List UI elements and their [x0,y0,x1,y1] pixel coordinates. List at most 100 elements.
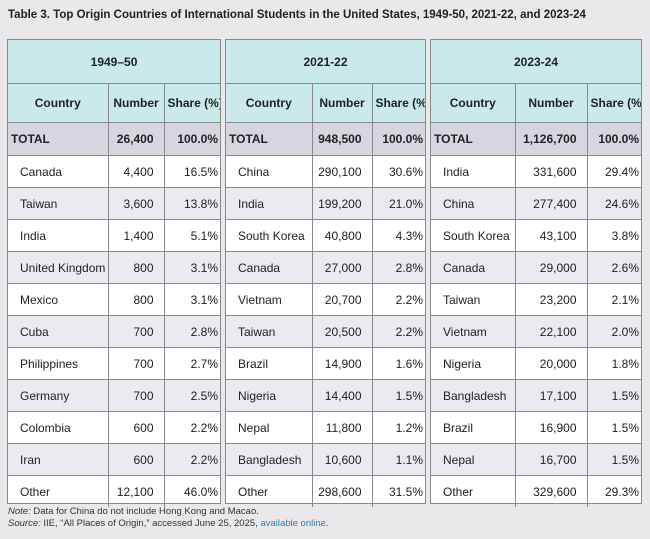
share-column-header: Share (%) [163,83,221,123]
total-number: 1,126,700 [514,122,587,156]
country-cell: Nepal [431,443,515,476]
table-row: Iran 600 2.2% [8,443,221,476]
country-cell: United Kingdom [8,251,108,284]
number-cell: 800 [107,283,164,316]
country-column-header: Country [8,83,108,123]
source-link[interactable]: available online [260,518,326,529]
table-row: South Korea 43,100 3.8% [431,219,642,252]
number-cell: 199,200 [311,187,372,220]
share-cell: 13.8% [163,187,221,220]
share-cell: 2.2% [371,283,426,316]
country-cell: Canada [8,155,108,188]
share-cell: 16.5% [163,155,221,188]
table-row: Canada 29,000 2.6% [431,251,642,284]
share-cell: 1.2% [371,411,426,444]
table-title: Table 3. Top Origin Countries of Interna… [8,9,586,21]
country-cell: China [226,155,312,188]
period-header: 2023-24 [431,40,642,84]
table-row: Vietnam 22,100 2.0% [431,315,642,348]
share-cell: 29.3% [586,475,642,507]
number-cell: 16,900 [514,411,587,444]
number-cell: 277,400 [514,187,587,220]
country-cell: Mexico [8,283,108,316]
table-row: Vietnam 20,700 2.2% [226,283,426,316]
table-row: Philippines 700 2.7% [8,347,221,380]
number-cell: 22,100 [514,315,587,348]
number-cell: 600 [107,443,164,476]
country-cell: Taiwan [226,315,312,348]
total-row: TOTAL 26,400 100.0% [8,122,221,156]
country-cell: Vietnam [431,315,515,348]
number-cell: 298,600 [311,475,372,507]
number-cell: 29,000 [514,251,587,284]
number-cell: 10,600 [311,443,372,476]
share-cell: 2.1% [586,283,642,316]
origin-table: 2023-24 Country Number Share (%) TOTAL 1,126,… [431,40,642,507]
table-row: Nepal 16,700 1.5% [431,443,642,476]
country-cell: Colombia [8,411,108,444]
country-cell: Taiwan [8,187,108,220]
share-column-header: Share (%) [371,83,426,123]
share-cell: 2.2% [163,411,221,444]
table-row: China 277,400 24.6% [431,187,642,220]
total-label: TOTAL [8,122,108,156]
share-cell: 2.7% [163,347,221,380]
table-row: Colombia 600 2.2% [8,411,221,444]
country-cell: Nepal [226,411,312,444]
country-cell: Brazil [431,411,515,444]
table-row: India 199,200 21.0% [226,187,426,220]
total-label: TOTAL [431,122,515,156]
share-cell: 46.0% [163,475,221,507]
country-cell: Bangladesh [226,443,312,476]
number-cell: 700 [107,347,164,380]
share-cell: 3.1% [163,251,221,284]
share-cell: 2.8% [163,315,221,348]
share-cell: 3.8% [586,219,642,252]
number-cell: 1,400 [107,219,164,252]
country-cell: Brazil [226,347,312,380]
number-cell: 800 [107,251,164,284]
table-row: Germany 700 2.5% [8,379,221,412]
number-cell: 600 [107,411,164,444]
number-cell: 329,600 [514,475,587,507]
country-cell: Canada [431,251,515,284]
table-row: Nigeria 20,000 1.8% [431,347,642,380]
number-column-header: Number [311,83,372,123]
share-cell: 2.2% [163,443,221,476]
number-cell: 290,100 [311,155,372,188]
table-row: Taiwan 3,600 13.8% [8,187,221,220]
table-row: Other 12,100 46.0% [8,475,221,507]
country-cell: Taiwan [431,283,515,316]
share-cell: 1.1% [371,443,426,476]
total-label: TOTAL [226,122,312,156]
note-line: Note: Data for China do not include Hong… [8,506,329,518]
share-cell: 30.6% [371,155,426,188]
table-row: Mexico 800 3.1% [8,283,221,316]
total-share: 100.0% [586,122,642,156]
table-row: Brazil 16,900 1.5% [431,411,642,444]
source-line: Source: IIE, “All Places of Origin,” acc… [8,518,329,530]
period-header: 2021-22 [226,40,426,84]
table-row: South Korea 40,800 4.3% [226,219,426,252]
source-label: Source: [8,518,41,529]
table-notes: Note: Data for China do not include Hong… [8,506,329,530]
share-cell: 5.1% [163,219,221,252]
country-cell: Other [238,484,269,499]
period-header: 1949–50 [8,40,221,84]
country-cell: Philippines [8,347,108,380]
number-cell: 331,600 [514,155,587,188]
total-row: TOTAL 948,500 100.0% [226,122,426,156]
number-cell: 700 [107,379,164,412]
share-column-header: Share (%) [586,83,642,123]
total-row: TOTAL 1,126,700 100.0% [431,122,642,156]
table-row: Bangladesh 17,100 1.5% [431,379,642,412]
source-end: . [325,518,329,529]
country-cell: Other [443,484,474,499]
share-cell: 3.1% [163,283,221,316]
table-row: China 290,100 30.6% [226,155,426,188]
table-row: United Kingdom 800 3.1% [8,251,221,284]
number-cell: 23,200 [514,283,587,316]
number-cell: 20,500 [311,315,372,348]
table-row: Nigeria 14,400 1.5% [226,379,426,412]
number-cell: 27,000 [311,251,372,284]
